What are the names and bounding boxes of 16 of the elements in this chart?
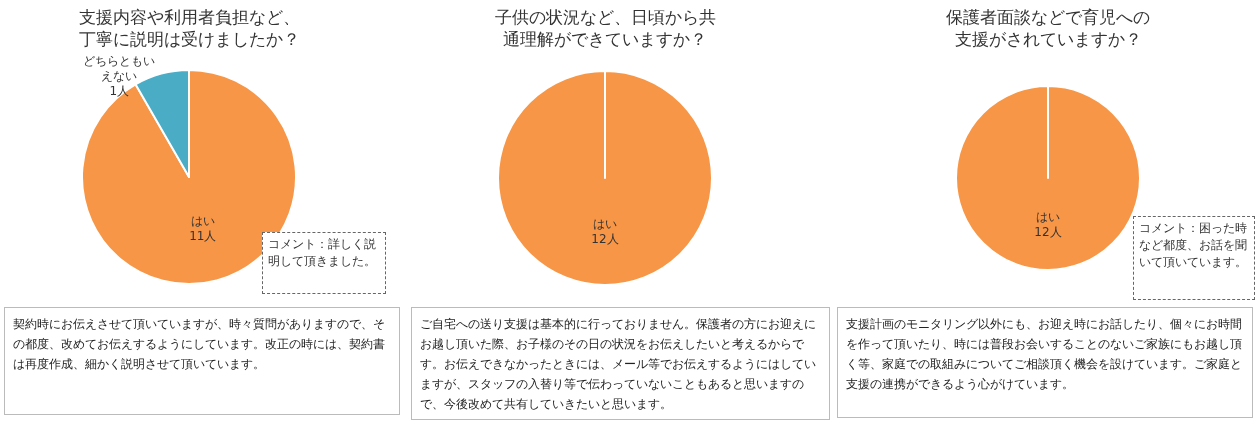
text: コメント：困った時など都度、お話を聞いて頂いています。 (1133, 216, 1255, 300)
text: 契約時にお伝えさせて頂いていますが、時々質問がありますので、その都度、改めてお伝えするようにしています。改正の時には、契約書は再度作成、細かく説明させて頂いています。 (4, 307, 400, 415)
data-label: 12人 (1034, 224, 1062, 239)
slice-label: はい (190, 214, 215, 229)
data-label: 12人 (591, 232, 619, 246)
chart-title: 子供の状況など、日頃から共通理解ができていますか？ (493, 6, 717, 50)
chart-title: 保護者面談などで育児への支援がされていますか？ (945, 6, 1151, 50)
text: 支援計画のモニタリング以外にも、お迎え時にお話したり、個々にお時間を作って頂いたり、時には普段お会いすることのないご家族にもお越し頂く等、家庭での取組みについてご相談頂く機会を設けています。ご家庭と支援の連携ができるよう心がけています。 (837, 307, 1253, 418)
data-label: 11人 (189, 229, 217, 244)
text: コメント：詳しく説明して頂きました。 (262, 232, 386, 294)
slice-label: はい (1036, 209, 1060, 224)
slice-label: はい (593, 217, 617, 231)
slice-label: どちらともいえない (83, 53, 156, 83)
text: ご自宅への送り支援は基本的に行っておりません。保護者の方にお迎えにお越し頂いた際、お子様のその日の状況をお伝えしたいと考えるからです。お伝えできなかったときには、メール等でお伝えするようにはしていますが、スタッフの入替り等で伝わっていないこともあると思いますので、今後改めて共有していきたいと思います。 (411, 307, 830, 420)
chart-title: 支援内容や利用者負担など、丁寧に説明は受けましたか？ (77, 6, 301, 50)
data-label: 1人 (109, 83, 130, 98)
